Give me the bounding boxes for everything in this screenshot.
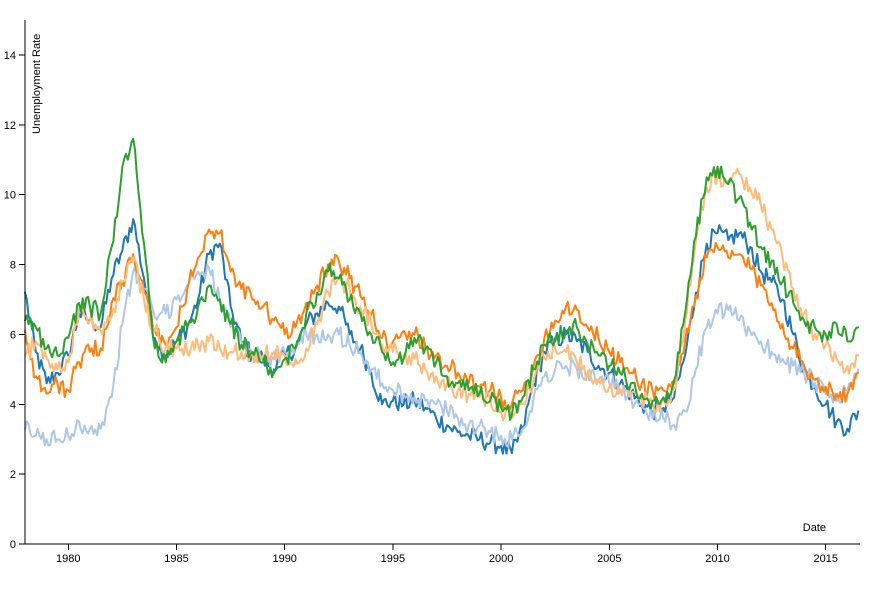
series-layer [24,137,860,455]
y-tick-label: 8 [10,260,16,272]
series-line-2 [24,263,860,448]
series-line-5 [24,137,860,421]
y-axis-title: Unemployment Rate [31,34,43,134]
x-tick-label: 1995 [381,553,405,565]
x-tick-label: 2000 [489,553,513,565]
series-line-4 [24,167,860,422]
y-tick-label: 4 [10,399,16,411]
y-tick-label: 0 [10,539,16,551]
y-tick-label: 6 [10,329,16,341]
axes-layer [24,20,860,545]
y-tick-label: 10 [4,190,16,202]
x-tick-label: 2005 [597,553,621,565]
x-axis-ticks: 1980 1985 1990 1995 2000 2005 2010 2015 [56,544,838,565]
y-tick-label: 12 [4,120,16,132]
x-tick-label: 1980 [56,553,80,565]
y-tick-label: 2 [10,469,16,481]
x-tick-label: 2015 [813,553,837,565]
x-tick-label: 2010 [705,553,729,565]
y-tick-label: 14 [4,50,16,62]
y-axis-ticks: 0 2 4 6 8 10 12 14 [4,50,25,551]
x-axis-title: Date [803,522,826,534]
x-tick-label: 1990 [272,553,296,565]
x-tick-label: 1985 [164,553,188,565]
